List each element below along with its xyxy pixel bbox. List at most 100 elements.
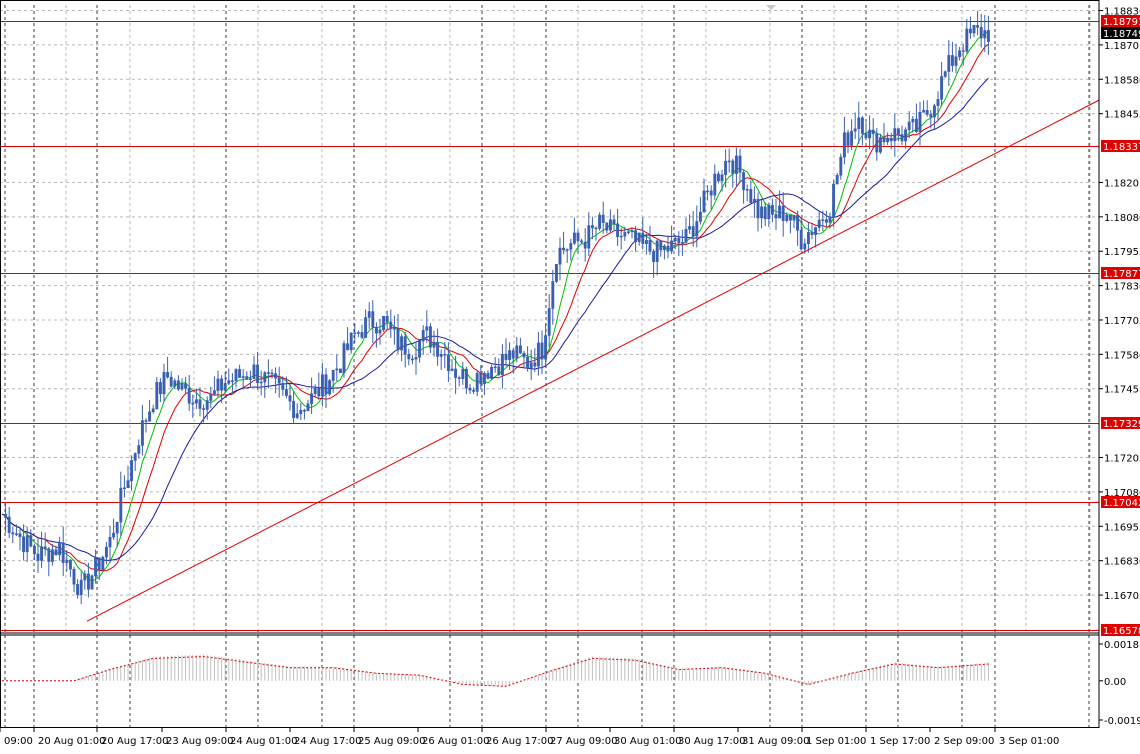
- candle: [630, 227, 634, 239]
- candle: [173, 378, 177, 389]
- candle: [396, 313, 400, 354]
- candle: [36, 538, 40, 573]
- candle: [580, 238, 584, 245]
- x-tick-label: 20 Aug 01:00: [38, 736, 105, 747]
- candle: [799, 217, 803, 251]
- candle: [544, 323, 548, 366]
- candle: [331, 369, 335, 393]
- candle: [572, 217, 576, 245]
- candle: [860, 115, 864, 146]
- candle: [832, 179, 836, 227]
- candle: [526, 346, 530, 372]
- candle: [292, 391, 296, 424]
- x-tick-label: 26 Aug 17:00: [486, 736, 553, 747]
- candle: [256, 351, 260, 390]
- candle: [274, 367, 278, 394]
- candle: [101, 555, 105, 572]
- candle: [904, 127, 908, 149]
- osc-tick-label: 0.001818: [1104, 640, 1140, 651]
- y-tick-label: 1.17205: [1104, 454, 1140, 465]
- candle: [698, 196, 702, 225]
- candle: [713, 164, 717, 200]
- candle: [511, 348, 515, 374]
- candle: [220, 375, 224, 404]
- candle: [976, 11, 980, 36]
- candle: [432, 330, 436, 357]
- x-tick-label: 2 Sep 09:00: [934, 736, 994, 747]
- candle: [616, 208, 620, 246]
- candle: [353, 323, 357, 344]
- candle: [778, 190, 782, 219]
- candle: [644, 233, 648, 255]
- candle: [886, 132, 890, 146]
- candle: [691, 211, 695, 247]
- candle: [763, 202, 767, 227]
- candle: [670, 225, 674, 254]
- x-tick-label: 30 Aug 17:00: [678, 736, 745, 747]
- candle: [439, 349, 443, 370]
- candle: [958, 46, 962, 61]
- y-tick-label: 1.17455: [1104, 385, 1140, 396]
- candle: [828, 212, 832, 229]
- trendline-layer[interactable]: [86, 99, 1100, 622]
- candle: [346, 327, 350, 351]
- candle: [90, 574, 94, 590]
- candle: [547, 294, 551, 348]
- candle: [720, 169, 724, 192]
- candle: [299, 402, 303, 421]
- osc-tick-label: -0.00194: [1104, 716, 1140, 727]
- candle: [360, 324, 364, 340]
- candle: [50, 544, 54, 566]
- candle: [623, 226, 627, 241]
- trendline[interactable]: [86, 99, 1100, 622]
- y-tick-label: 1.16955: [1104, 522, 1140, 533]
- candle: [925, 100, 929, 117]
- candle: [882, 123, 886, 146]
- candle: [137, 439, 141, 459]
- candle: [893, 113, 897, 157]
- candle: [709, 185, 713, 210]
- candle: [842, 116, 846, 165]
- candle: [259, 370, 263, 396]
- candle: [58, 536, 62, 561]
- candle: [594, 226, 598, 241]
- candle: [151, 404, 155, 414]
- candle: [518, 337, 522, 355]
- candle: [266, 359, 270, 389]
- candle: [148, 400, 152, 422]
- candle: [961, 43, 965, 66]
- candle: [169, 371, 173, 388]
- candle: [338, 368, 342, 374]
- candle: [65, 549, 69, 572]
- candle: [814, 226, 818, 248]
- candle: [166, 356, 170, 379]
- candle: [857, 101, 861, 144]
- candle: [752, 186, 756, 218]
- level-price-label: [1101, 624, 1140, 636]
- candle: [277, 366, 281, 398]
- candle: [454, 355, 458, 394]
- candle: [486, 370, 490, 380]
- candle: [652, 248, 656, 278]
- candle: [983, 14, 987, 53]
- candle: [446, 342, 450, 382]
- candle: [767, 202, 771, 227]
- candle: [554, 263, 558, 284]
- candle: [14, 524, 18, 537]
- candle: [342, 340, 346, 378]
- candle: [760, 199, 764, 229]
- shift-marker-icon[interactable]: [766, 5, 776, 10]
- candle: [407, 348, 411, 366]
- candle: [328, 378, 332, 397]
- y-tick-label: 1.16705: [1104, 591, 1140, 602]
- candle: [7, 506, 11, 539]
- candle: [716, 171, 720, 184]
- candle: [922, 100, 926, 113]
- y-tick-label: 1.18705: [1104, 41, 1140, 52]
- candle: [533, 348, 537, 373]
- candle: [565, 248, 569, 263]
- level-price-label: [1101, 15, 1140, 27]
- candle: [806, 222, 810, 253]
- candle: [792, 214, 796, 229]
